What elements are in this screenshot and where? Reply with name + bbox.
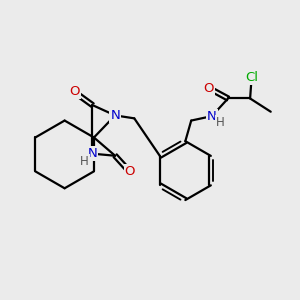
Text: H: H xyxy=(80,154,88,167)
Text: N: N xyxy=(110,109,120,122)
Text: H: H xyxy=(216,116,224,128)
Text: O: O xyxy=(124,165,135,178)
Text: O: O xyxy=(204,82,214,95)
Text: N: N xyxy=(207,110,217,123)
Text: O: O xyxy=(69,85,80,98)
Text: Cl: Cl xyxy=(245,71,258,84)
Text: N: N xyxy=(88,147,97,160)
